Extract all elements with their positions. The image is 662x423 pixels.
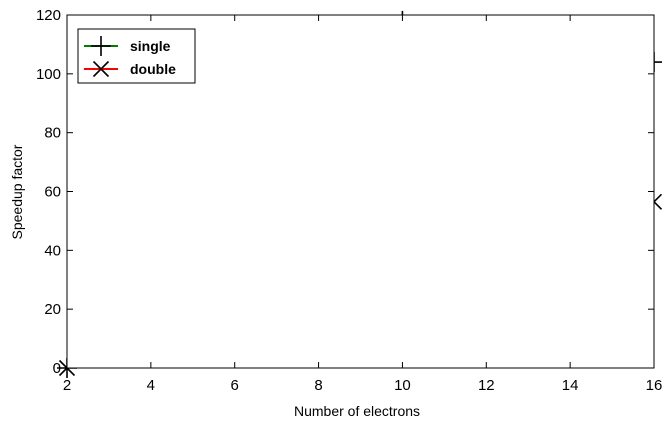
legend-marker [92,60,110,78]
plot-frame [66,14,655,369]
x-tick-label: 8 [314,377,322,394]
x-tick-label: 4 [147,377,155,394]
y-tick-label: 60 [44,184,61,201]
x-tick-label: 14 [562,377,579,394]
x-tick-label: 2 [63,377,71,394]
legend-entry-single: single [84,36,171,56]
y-tick-label: 0 [53,360,61,377]
x-axis-label: Number of electrons [294,403,420,419]
x-tick-label: 12 [478,377,495,394]
legend-label: double [130,61,176,77]
y-tick-label: 20 [44,301,61,318]
y-tick-label: 40 [44,242,61,259]
y-tick-label: 120 [36,7,61,24]
x-tick-label: 16 [646,377,662,394]
legend-label: single [130,38,171,54]
legend: single double [77,28,196,84]
y-tick-label: 100 [36,66,61,83]
legend-marker [91,36,111,56]
axes: 2 4 6 8 10 12 14 16 0 20 40 60 80 100 120 [36,7,662,394]
x-tick-label: 6 [231,377,239,394]
x-tick-label: 10 [394,377,411,394]
legend-box [77,28,196,84]
legend-entry-double: double [84,60,176,78]
y-tick-label: 80 [44,125,61,142]
y-axis-label: Speedup factor [9,144,25,239]
